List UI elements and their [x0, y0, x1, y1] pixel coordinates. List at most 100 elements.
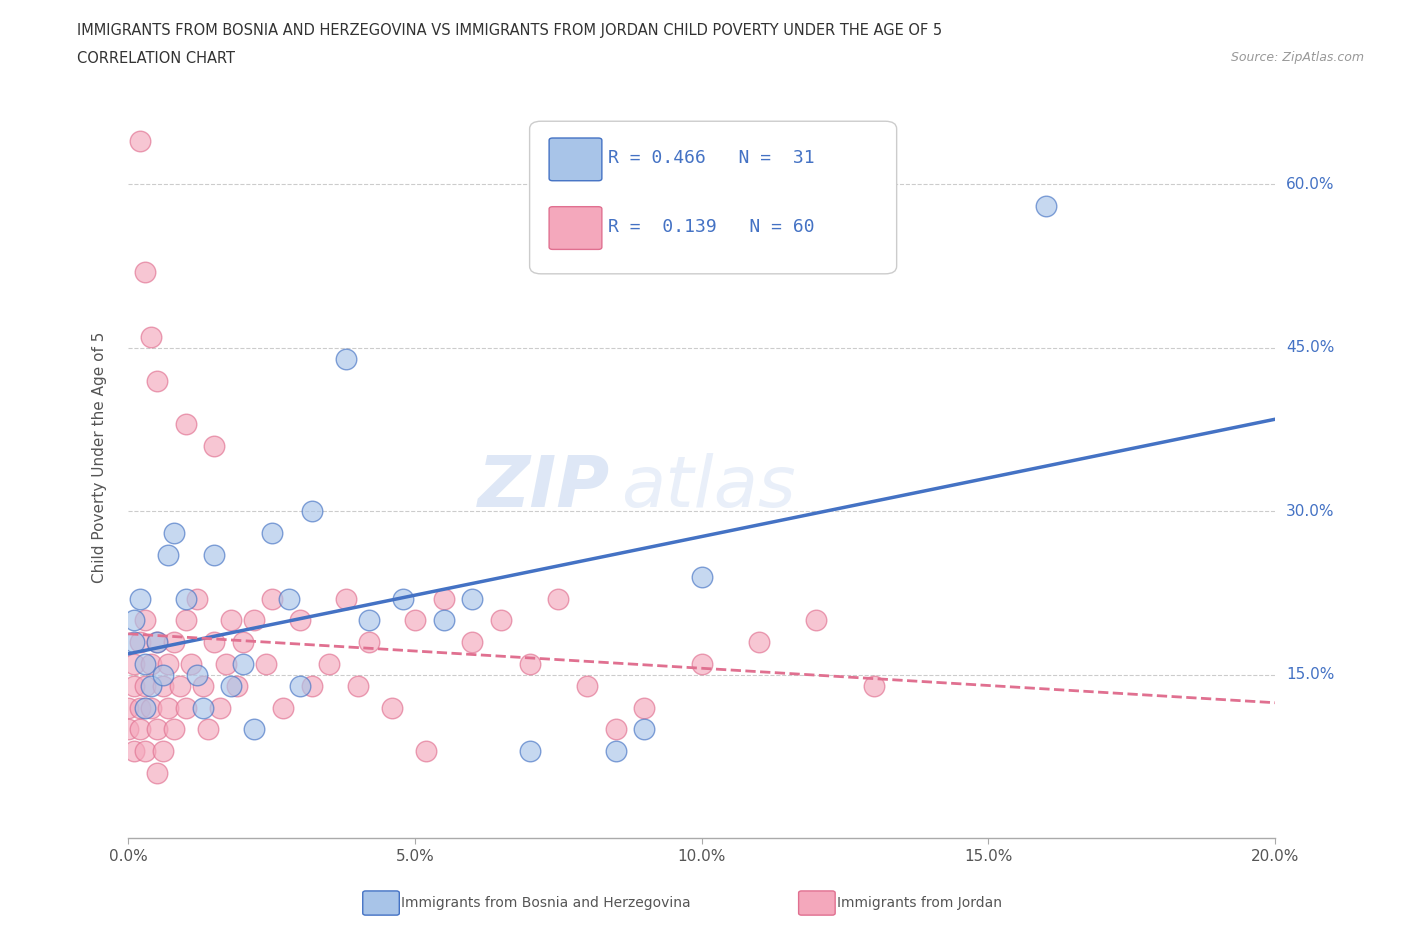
Point	[301, 504, 323, 519]
Point	[381, 700, 404, 715]
FancyBboxPatch shape	[530, 121, 897, 273]
Point	[191, 678, 214, 693]
Point	[335, 352, 357, 366]
Point	[117, 722, 139, 737]
Point	[301, 678, 323, 693]
Point	[318, 657, 340, 671]
Point	[128, 133, 150, 148]
Point	[146, 635, 169, 650]
Point	[208, 700, 231, 715]
Point	[748, 635, 770, 650]
Text: 30.0%: 30.0%	[1286, 504, 1334, 519]
Point	[232, 657, 254, 671]
Point	[519, 744, 541, 759]
Point	[254, 657, 277, 671]
Point	[191, 700, 214, 715]
Text: ZIP: ZIP	[478, 453, 610, 522]
Text: 60.0%: 60.0%	[1286, 177, 1334, 192]
Point	[357, 635, 380, 650]
Point	[157, 657, 180, 671]
Point	[174, 417, 197, 432]
Point	[157, 548, 180, 563]
Point	[174, 591, 197, 606]
Point	[575, 678, 598, 693]
Point	[690, 657, 713, 671]
Point	[122, 744, 145, 759]
Point	[139, 678, 162, 693]
Point	[152, 668, 174, 683]
Point	[169, 678, 191, 693]
Point	[357, 613, 380, 628]
Point	[633, 722, 655, 737]
Point	[128, 635, 150, 650]
FancyBboxPatch shape	[550, 138, 602, 180]
Point	[163, 722, 186, 737]
Point	[128, 700, 150, 715]
Point	[232, 635, 254, 650]
Point	[519, 657, 541, 671]
Point	[260, 525, 283, 540]
Point	[432, 613, 454, 628]
Point	[139, 657, 162, 671]
Point	[461, 591, 484, 606]
Point	[202, 548, 225, 563]
Point	[221, 678, 243, 693]
Point	[243, 722, 266, 737]
Point	[122, 613, 145, 628]
Point	[134, 264, 156, 279]
Point	[547, 591, 569, 606]
Point	[174, 613, 197, 628]
Point	[197, 722, 219, 737]
Point	[605, 744, 627, 759]
Point	[415, 744, 437, 759]
Point	[122, 657, 145, 671]
Point	[202, 635, 225, 650]
Point	[139, 700, 162, 715]
Point	[404, 613, 426, 628]
Point	[134, 678, 156, 693]
Point	[146, 722, 169, 737]
Point	[186, 591, 208, 606]
Point	[146, 373, 169, 388]
Point	[271, 700, 294, 715]
Point	[461, 635, 484, 650]
Point	[202, 439, 225, 454]
Text: R = 0.466   N =  31: R = 0.466 N = 31	[607, 149, 814, 166]
Text: 45.0%: 45.0%	[1286, 340, 1334, 355]
Point	[139, 329, 162, 344]
Point	[134, 700, 156, 715]
Text: R =  0.139   N = 60: R = 0.139 N = 60	[607, 218, 814, 235]
Text: CORRELATION CHART: CORRELATION CHART	[77, 51, 235, 66]
Point	[1035, 199, 1057, 214]
Point	[163, 525, 186, 540]
Point	[806, 613, 828, 628]
Point	[186, 668, 208, 683]
Point	[157, 700, 180, 715]
Point	[134, 744, 156, 759]
Point	[290, 613, 312, 628]
Point	[690, 569, 713, 584]
Point	[134, 613, 156, 628]
Point	[174, 700, 197, 715]
Point	[260, 591, 283, 606]
Point	[146, 765, 169, 780]
Point	[221, 613, 243, 628]
Point	[243, 613, 266, 628]
Point	[134, 657, 156, 671]
Point	[146, 635, 169, 650]
Text: IMMIGRANTS FROM BOSNIA AND HERZEGOVINA VS IMMIGRANTS FROM JORDAN CHILD POVERTY U: IMMIGRANTS FROM BOSNIA AND HERZEGOVINA V…	[77, 23, 942, 38]
Text: Immigrants from Bosnia and Herzegovina: Immigrants from Bosnia and Herzegovina	[401, 896, 690, 910]
Point	[226, 678, 249, 693]
Point	[277, 591, 299, 606]
Text: Source: ZipAtlas.com: Source: ZipAtlas.com	[1230, 51, 1364, 64]
Point	[122, 635, 145, 650]
Point	[180, 657, 202, 671]
Point	[605, 722, 627, 737]
Text: atlas: atlas	[621, 453, 796, 522]
Point	[163, 635, 186, 650]
FancyBboxPatch shape	[550, 206, 602, 249]
Point	[432, 591, 454, 606]
Point	[117, 700, 139, 715]
Point	[128, 722, 150, 737]
Point	[346, 678, 368, 693]
